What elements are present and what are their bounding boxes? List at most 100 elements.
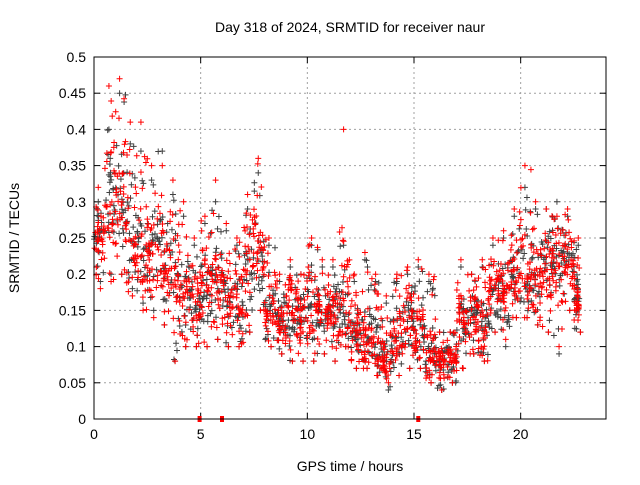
red-point xyxy=(482,266,489,273)
red-point xyxy=(539,283,546,290)
black-point xyxy=(140,257,147,264)
red-point xyxy=(106,210,113,217)
red-point xyxy=(250,262,257,269)
black-point xyxy=(187,286,194,293)
red-point xyxy=(174,232,181,239)
red-point xyxy=(571,285,578,292)
red-point xyxy=(310,327,317,334)
y-axis-label: SRMTID / TECUs xyxy=(6,183,22,293)
red-point xyxy=(529,301,536,308)
red-point xyxy=(539,273,546,280)
red-point xyxy=(518,270,525,277)
red-point xyxy=(164,289,171,296)
red-point xyxy=(177,207,184,214)
red-point xyxy=(559,299,566,306)
red-point xyxy=(402,340,409,347)
red-point xyxy=(392,287,399,294)
red-point xyxy=(429,348,436,355)
black-point xyxy=(117,176,124,183)
red-point xyxy=(212,256,219,263)
black-point xyxy=(520,298,527,305)
black-point xyxy=(345,335,352,342)
red-point xyxy=(212,266,219,273)
red-point xyxy=(201,339,208,346)
red-point xyxy=(472,294,479,301)
black-point xyxy=(532,206,539,213)
red-point xyxy=(385,372,392,379)
red-point xyxy=(383,351,390,358)
black-point xyxy=(483,306,490,313)
red-point xyxy=(258,244,265,251)
red-point xyxy=(396,310,403,317)
red-point xyxy=(437,353,444,360)
red-point xyxy=(204,343,211,350)
black-point xyxy=(222,289,229,296)
black-point xyxy=(251,179,258,186)
red-point xyxy=(540,279,547,286)
red-point xyxy=(109,227,116,234)
red-point xyxy=(350,322,357,329)
black-point xyxy=(234,286,241,293)
red-point xyxy=(304,293,311,300)
red-point xyxy=(121,95,128,102)
red-point xyxy=(120,191,127,198)
red-point xyxy=(176,249,183,256)
red-point xyxy=(345,283,352,290)
red-point xyxy=(286,276,293,283)
red-point xyxy=(571,269,578,276)
red-point xyxy=(555,302,562,309)
red-point xyxy=(308,277,315,284)
red-point xyxy=(549,229,556,236)
red-point xyxy=(487,307,494,314)
red-point xyxy=(197,289,204,296)
red-point xyxy=(219,321,226,328)
red-point xyxy=(158,192,165,199)
red-point xyxy=(351,271,358,278)
black-point xyxy=(393,305,400,312)
black-point xyxy=(293,272,300,279)
red-point xyxy=(194,298,201,305)
red-point xyxy=(321,350,328,357)
red-point xyxy=(432,316,439,323)
black-point xyxy=(159,148,166,155)
black-point xyxy=(508,258,515,265)
red-point xyxy=(492,329,499,336)
red-point xyxy=(418,265,425,272)
red-point xyxy=(412,340,419,347)
red-point xyxy=(298,318,305,325)
red-point xyxy=(448,350,455,357)
red-point xyxy=(201,257,208,264)
red-point xyxy=(464,271,471,278)
red-point xyxy=(335,332,342,339)
red-point xyxy=(179,332,186,339)
red-point xyxy=(265,273,272,280)
red-point xyxy=(343,309,350,316)
black-point xyxy=(534,211,541,218)
red-point xyxy=(349,327,356,334)
red-point xyxy=(189,262,196,269)
red-point xyxy=(126,170,133,177)
red-point xyxy=(159,283,166,290)
red-point xyxy=(214,336,221,343)
red-point xyxy=(161,308,168,315)
red-point xyxy=(417,365,424,372)
red-point xyxy=(471,277,478,284)
red-point xyxy=(379,323,386,330)
red-point xyxy=(120,149,127,156)
red-point xyxy=(487,284,494,291)
red-point xyxy=(124,194,131,201)
red-point xyxy=(275,307,282,314)
black-point xyxy=(465,330,472,337)
black-point xyxy=(144,272,151,279)
red-point xyxy=(537,280,544,287)
red-point xyxy=(360,356,367,363)
red-point xyxy=(544,275,551,282)
red-point xyxy=(503,282,510,289)
red-point xyxy=(213,271,220,278)
red-point xyxy=(526,259,533,266)
red-point xyxy=(223,257,230,264)
red-point xyxy=(287,285,294,292)
black-point xyxy=(180,213,187,220)
black-point xyxy=(212,314,219,321)
red-point xyxy=(416,354,423,361)
